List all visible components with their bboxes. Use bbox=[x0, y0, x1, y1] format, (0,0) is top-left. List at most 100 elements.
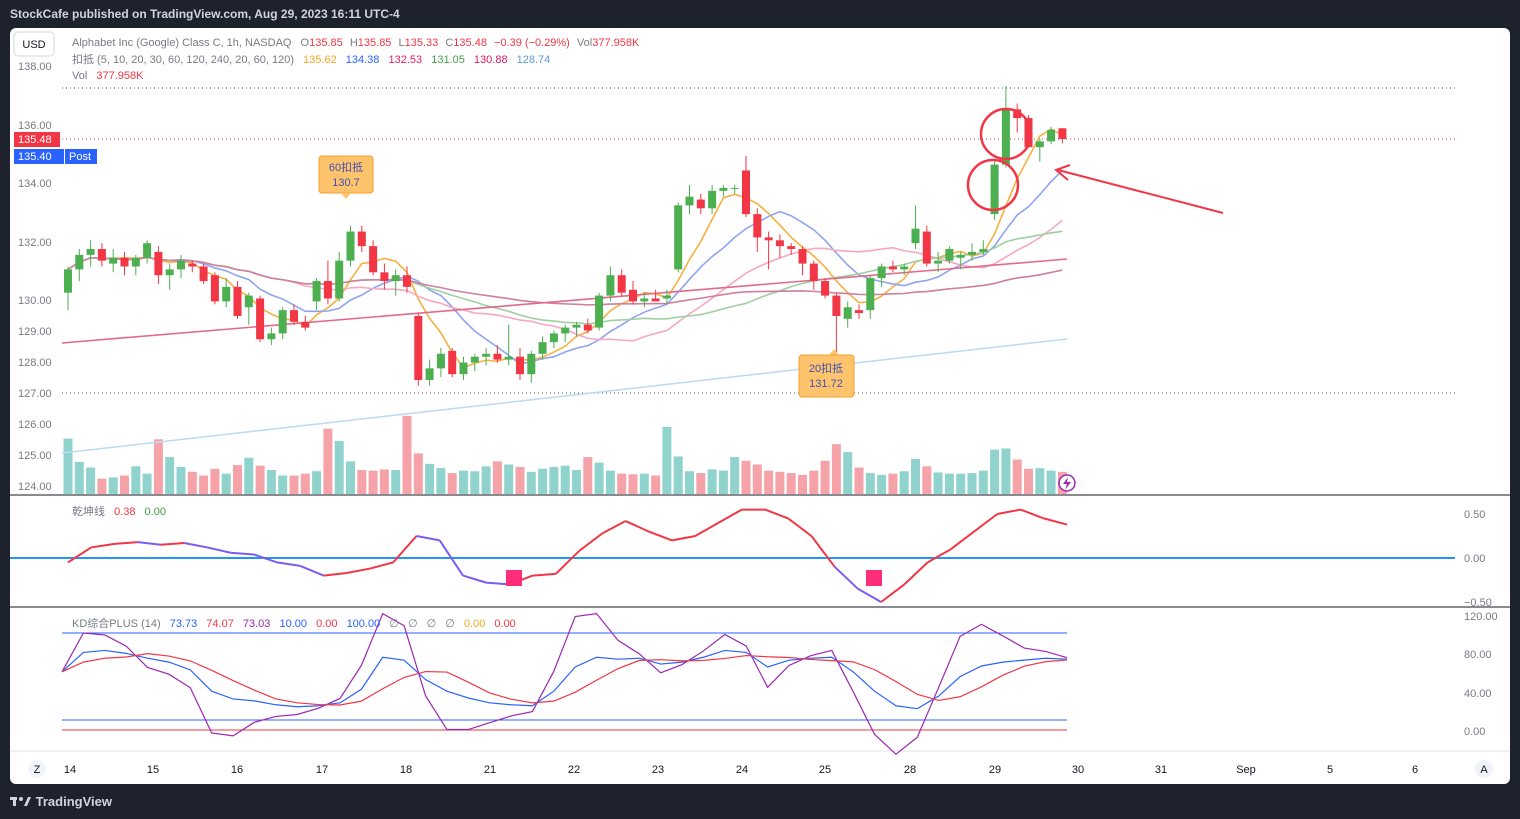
callout-20: 20扣抵 131.72 bbox=[798, 349, 855, 398]
candle-body bbox=[143, 243, 152, 258]
volume-bar bbox=[515, 466, 525, 494]
candle-body bbox=[855, 310, 863, 314]
x-tick: 28 bbox=[904, 764, 916, 776]
x-tick: 6 bbox=[1412, 764, 1418, 776]
x-tick: Sep bbox=[1236, 764, 1256, 776]
ma-value: 131.05 bbox=[431, 54, 465, 66]
candle-body bbox=[516, 356, 524, 375]
qk-segment bbox=[950, 530, 975, 550]
post-tag-label: 135.40 bbox=[18, 151, 52, 163]
annotation-arrow bbox=[1057, 169, 1224, 214]
kd-value: 10.00 bbox=[279, 618, 307, 630]
lightning-bolt-icon bbox=[1063, 477, 1071, 490]
time-axis[interactable]: 14 15 16 17 18 21 22 23 24 25 28 29 30 31 Sep 5 6 bbox=[64, 764, 1418, 776]
kd-value: 73.03 bbox=[243, 618, 271, 630]
ma-legend-label: 扣抵 (5, 10, 20, 30, 60, 120, 240, 20, 60,… bbox=[72, 52, 294, 66]
volume-bar bbox=[210, 468, 220, 494]
auto-scale-button[interactable] bbox=[1475, 760, 1493, 778]
candle-body bbox=[1013, 109, 1022, 119]
candle-body bbox=[188, 263, 197, 267]
candle-body bbox=[572, 324, 581, 328]
qk-value: 0.38 bbox=[114, 506, 135, 518]
tv-logo-icon bbox=[10, 797, 31, 806]
volume-bar bbox=[798, 474, 807, 494]
candle-body bbox=[154, 251, 163, 276]
qk-segment bbox=[91, 542, 115, 549]
y-tick: 136.00 bbox=[18, 120, 52, 132]
ohlc-low: 135.33 bbox=[405, 37, 439, 49]
qk-segment bbox=[787, 517, 813, 537]
candle-body bbox=[979, 249, 988, 252]
candle-body bbox=[482, 353, 491, 357]
volume-bar bbox=[459, 470, 468, 494]
qk-segment bbox=[718, 508, 743, 524]
callout-60: 60扣抵 130.7 bbox=[318, 155, 374, 199]
kd-name: KD综合PLUS (14) bbox=[72, 616, 161, 630]
ma-value: 135.62 bbox=[303, 54, 337, 66]
volume-bar bbox=[346, 461, 355, 494]
candle-body bbox=[301, 321, 310, 328]
volume-bar bbox=[323, 428, 333, 494]
volume-bar bbox=[967, 473, 977, 494]
callout-60-value: 130.7 bbox=[332, 177, 360, 189]
volume-bar bbox=[877, 474, 887, 494]
volume-bar bbox=[526, 471, 536, 494]
qk-segment bbox=[764, 508, 789, 520]
qk-segment bbox=[601, 520, 627, 535]
volume-bar bbox=[447, 473, 457, 494]
candle-body bbox=[199, 266, 208, 282]
kd-value: ∅ bbox=[427, 618, 437, 630]
currency-button[interactable] bbox=[13, 31, 55, 57]
ma-line bbox=[61, 258, 1068, 344]
volume-bar bbox=[74, 462, 84, 494]
volume-bar bbox=[888, 473, 898, 494]
volume-bar bbox=[1012, 459, 1022, 494]
candle-body bbox=[764, 237, 773, 241]
ma-value: 132.53 bbox=[388, 54, 422, 66]
y-tick: 130.00 bbox=[18, 295, 52, 307]
candle-body bbox=[323, 281, 332, 299]
ma-line bbox=[67, 169, 1063, 365]
x-tick: 25 bbox=[819, 764, 831, 776]
volume-bar bbox=[244, 457, 254, 494]
volume-bar bbox=[662, 426, 672, 494]
volume-bar bbox=[1046, 470, 1056, 494]
qk-segment bbox=[486, 581, 510, 586]
candle-body bbox=[617, 275, 626, 293]
x-tick: 23 bbox=[652, 764, 664, 776]
volume-bar bbox=[379, 469, 389, 494]
volume-bar bbox=[86, 467, 96, 494]
volume-bar bbox=[831, 444, 841, 494]
post-tag bbox=[14, 149, 64, 164]
volume-bar bbox=[176, 466, 186, 494]
zoom-button[interactable] bbox=[28, 760, 46, 778]
volume-bar bbox=[233, 465, 242, 494]
y-tick: 124.00 bbox=[18, 481, 52, 493]
qk-segment bbox=[880, 583, 905, 603]
qk-segment bbox=[997, 508, 1021, 515]
qk-segment bbox=[1043, 517, 1068, 526]
candle-body bbox=[210, 275, 219, 302]
volume-bar bbox=[854, 467, 864, 494]
volume-bar bbox=[391, 470, 401, 494]
candle-body bbox=[866, 278, 875, 311]
ma-value: 130.88 bbox=[474, 54, 508, 66]
qk-segment bbox=[833, 566, 859, 590]
kd-lines bbox=[61, 612, 1068, 756]
qk-segment bbox=[810, 535, 836, 568]
qk-segment bbox=[462, 574, 487, 584]
qk-y-tick: 0.00 bbox=[1464, 553, 1485, 565]
candle-body bbox=[911, 228, 920, 244]
qk-legend: 乾坤线 0.38 0.00 bbox=[72, 504, 166, 518]
qk-segment bbox=[532, 572, 556, 577]
y-tick: 138.00 bbox=[18, 61, 52, 73]
chart-canvas[interactable]: 60扣抵 130.7 20扣抵 131.72 USD Alphabet Inc … bbox=[10, 28, 1510, 784]
kd-line bbox=[61, 649, 1068, 710]
candle-body bbox=[956, 254, 965, 258]
qk-segment bbox=[137, 541, 162, 546]
candle-body bbox=[436, 353, 445, 369]
volume-bar bbox=[944, 473, 954, 494]
price-axis[interactable]: 138.00 136.00 134.00 132.00 130.00 129.0… bbox=[18, 61, 52, 493]
chart-panel[interactable]: 60扣抵 130.7 20扣抵 131.72 USD Alphabet Inc … bbox=[10, 28, 1510, 784]
tradingview-logo[interactable]: TradingView bbox=[10, 794, 112, 809]
